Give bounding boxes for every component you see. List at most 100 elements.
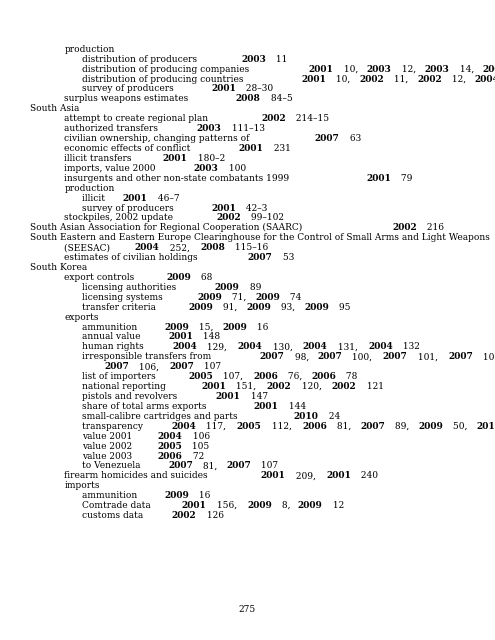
Text: ammunition: ammunition [82,491,146,500]
Text: 2004: 2004 [368,342,393,351]
Text: human rights: human rights [82,342,152,351]
Text: 81,: 81, [200,461,220,470]
Text: 53: 53 [280,253,294,262]
Text: 12: 12 [330,501,344,510]
Text: 2001: 2001 [211,84,236,93]
Text: 151,: 151, [233,382,259,391]
Text: annual value: annual value [82,332,149,342]
Text: 42–3: 42–3 [243,204,268,212]
Text: 74: 74 [287,292,301,302]
Text: South Asian Association for Regional Cooperation (SAARC): South Asian Association for Regional Coo… [30,223,310,232]
Text: illicit: illicit [82,193,113,203]
Text: stockpiles, 2002 update: stockpiles, 2002 update [64,213,182,223]
Text: 2002: 2002 [216,213,241,223]
Text: 2004: 2004 [475,74,495,84]
Text: value 2002: value 2002 [82,442,141,451]
Text: 10,: 10, [341,65,361,74]
Text: share of total arms exports: share of total arms exports [82,402,215,411]
Text: 2007: 2007 [259,352,284,362]
Text: 11: 11 [273,55,288,64]
Text: 275: 275 [239,605,256,614]
Text: 15,: 15, [196,323,216,332]
Text: 2009: 2009 [255,292,280,302]
Text: 120,: 120, [298,382,324,391]
Text: illicit transfers: illicit transfers [64,154,141,163]
Text: survey of producers: survey of producers [82,84,182,93]
Text: 216: 216 [424,223,444,232]
Text: export controls: export controls [64,273,143,282]
Text: 2007: 2007 [168,461,193,470]
Text: (SEESAC): (SEESAC) [64,243,119,252]
Text: 98,: 98, [292,352,312,362]
Text: 2009: 2009 [298,501,323,510]
Text: 240: 240 [358,471,378,481]
Text: 132: 132 [400,342,420,351]
Text: 252,: 252, [167,243,193,252]
Text: 2009: 2009 [247,303,271,312]
Text: 2009: 2009 [304,303,329,312]
Text: 2002: 2002 [359,74,384,84]
Text: 2003: 2003 [425,65,449,74]
Text: 2007: 2007 [360,422,385,431]
Text: 99–102: 99–102 [248,213,284,223]
Text: 2009: 2009 [214,283,239,292]
Text: 2004: 2004 [303,342,328,351]
Text: 130,: 130, [270,342,296,351]
Text: 2004: 2004 [157,431,182,441]
Text: survey of producers: survey of producers [82,204,182,212]
Text: 2007: 2007 [104,362,129,371]
Text: 2001: 2001 [261,471,286,481]
Text: to Venezuela: to Venezuela [82,461,149,470]
Text: authorized transfers: authorized transfers [64,124,167,133]
Text: South Asia: South Asia [30,104,79,113]
Text: South Eastern and Eastern Europe Clearinghouse for the Control of Small Arms and: South Eastern and Eastern Europe Clearin… [30,233,490,243]
Text: 95: 95 [336,303,351,312]
Text: production: production [64,45,115,54]
Text: insurgents and other non-state combatants 1999: insurgents and other non-state combatant… [64,173,298,183]
Text: value 2001: value 2001 [82,431,141,441]
Text: 2010: 2010 [476,422,495,431]
Text: 129,: 129, [204,342,230,351]
Text: 107: 107 [258,461,278,470]
Text: 2009: 2009 [188,303,213,312]
Text: 107: 107 [201,362,221,371]
Text: 2003: 2003 [194,164,218,173]
Text: 2009: 2009 [197,292,222,302]
Text: 105: 105 [190,442,210,451]
Text: 2009: 2009 [222,323,247,332]
Text: 16: 16 [196,491,210,500]
Text: 2001: 2001 [168,332,193,342]
Text: 76,: 76, [286,372,305,381]
Text: 2007: 2007 [317,352,342,362]
Text: 102,: 102, [480,352,495,362]
Text: distribution of producing companies: distribution of producing companies [82,65,257,74]
Text: 107,: 107, [220,372,246,381]
Text: 2004: 2004 [483,65,495,74]
Text: 8,: 8, [279,501,294,510]
Text: 93,: 93, [279,303,298,312]
Text: 2005: 2005 [188,372,213,381]
Text: 28–30: 28–30 [243,84,273,93]
Text: 2007: 2007 [248,253,273,262]
Text: 2004: 2004 [238,342,262,351]
Text: 148: 148 [200,332,220,342]
Text: 84–5: 84–5 [268,94,293,104]
Text: 2008: 2008 [200,243,225,252]
Text: 2003: 2003 [197,124,222,133]
Text: 111–13: 111–13 [229,124,265,133]
Text: 2010: 2010 [294,412,318,421]
Text: 180–2: 180–2 [195,154,225,163]
Text: 2001: 2001 [216,392,241,401]
Text: surplus weapons estimates: surplus weapons estimates [64,94,197,104]
Text: 2002: 2002 [267,382,292,391]
Text: 2006: 2006 [311,372,336,381]
Text: 147: 147 [248,392,268,401]
Text: 2001: 2001 [201,382,226,391]
Text: 131,: 131, [335,342,360,351]
Text: 78: 78 [344,372,358,381]
Text: 2001: 2001 [239,144,263,153]
Text: South Korea: South Korea [30,263,87,272]
Text: 10,: 10, [333,74,353,84]
Text: distribution of producing countries: distribution of producing countries [82,74,252,84]
Text: 2002: 2002 [332,382,356,391]
